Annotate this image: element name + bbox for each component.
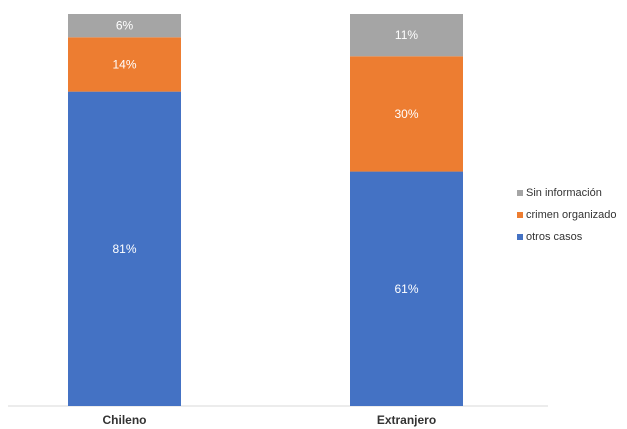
bar-chileno-sin-informacion	[68, 14, 181, 38]
data-label-chileno-sin-informacion: 6%	[116, 19, 134, 33]
x-tick-label-extranjero: Extranjero	[377, 413, 436, 427]
legend-label-sin-informacion: Sin información	[526, 187, 602, 199]
bar-chileno-otros-casos	[68, 91, 181, 406]
legend-swatch-otros-casos	[517, 234, 523, 240]
legend-swatch-crimen-organizado	[517, 212, 523, 218]
bar-extranjero-sin-informacion	[350, 14, 463, 57]
legend-item-crimen-organizado: crimen organizado	[517, 204, 627, 226]
legend-item-otros-casos: otros casos	[517, 226, 627, 248]
data-label-chileno-crimen-organizado: 14%	[112, 57, 136, 71]
legend-swatch-sin-informacion	[517, 190, 523, 196]
bar-extranjero-otros-casos	[350, 171, 463, 406]
legend-item-sin-informacion: Sin información	[517, 182, 627, 204]
data-label-extranjero-otros-casos: 61%	[394, 282, 418, 296]
x-tick-label-chileno: Chileno	[103, 413, 147, 427]
data-label-chileno-otros-casos: 81%	[112, 242, 136, 256]
bar-extranjero-crimen-organizado	[350, 56, 463, 172]
legend-label-otros-casos: otros casos	[526, 231, 583, 243]
data-label-extranjero-crimen-organizado: 30%	[394, 107, 418, 121]
bar-chileno-crimen-organizado	[68, 37, 181, 92]
legend: Sin información crimen organizado otros …	[517, 182, 627, 248]
legend-label-crimen-organizado: crimen organizado	[526, 209, 617, 221]
data-label-extranjero-sin-informacion: 11%	[395, 28, 418, 42]
